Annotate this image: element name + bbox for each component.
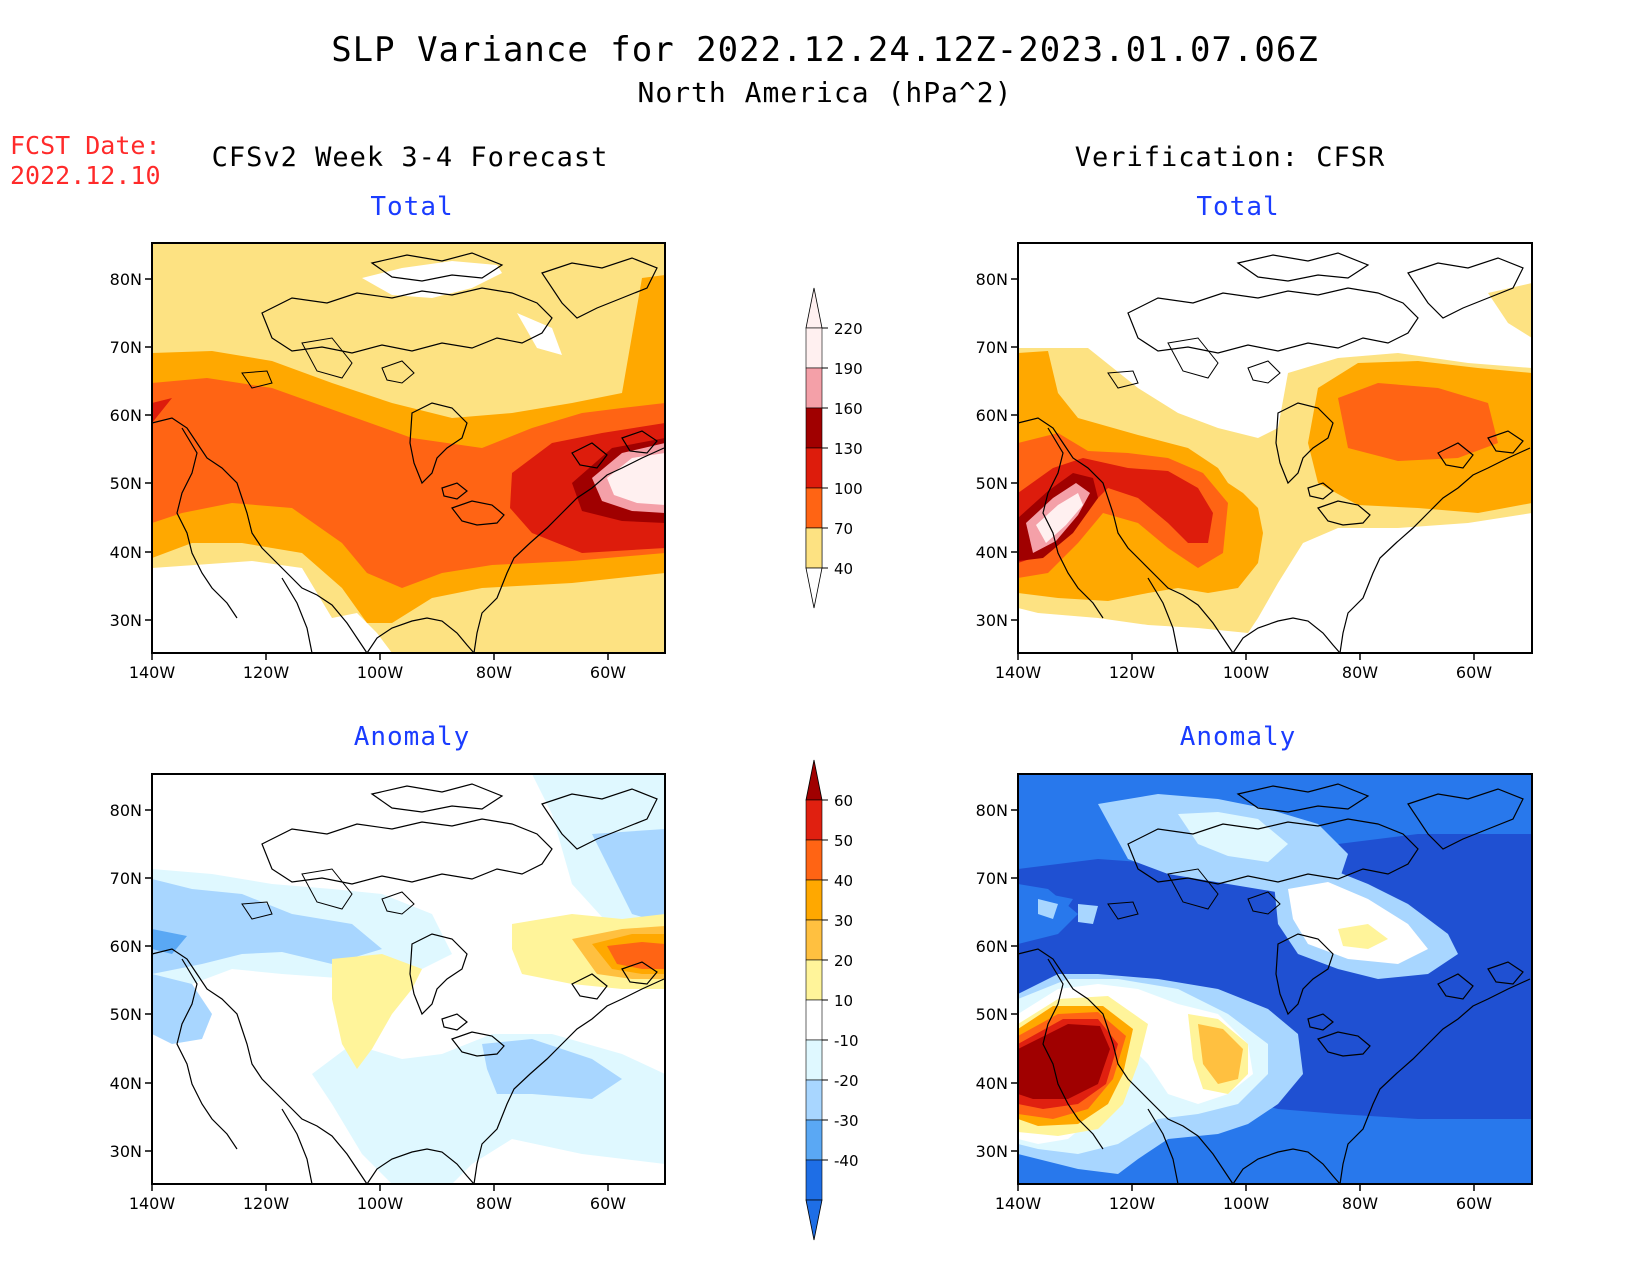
colorbar-box bbox=[805, 919, 823, 961]
lat-label: 30N bbox=[110, 1142, 142, 1161]
colorbar-label: 40 bbox=[834, 560, 853, 578]
colorbar-box bbox=[805, 1079, 823, 1121]
lon-label: 100W bbox=[357, 663, 404, 682]
colorbar-label: 100 bbox=[834, 480, 863, 498]
lat-label: 70N bbox=[110, 869, 142, 888]
lat-label: 80N bbox=[976, 270, 1008, 289]
colorbar-box bbox=[805, 839, 823, 881]
lat-label: 30N bbox=[976, 1142, 1008, 1161]
lon-label: 60W bbox=[590, 1194, 626, 1213]
lon-label: 120W bbox=[243, 1194, 290, 1213]
colorbar-box bbox=[805, 1159, 823, 1201]
lon-label: 120W bbox=[243, 663, 290, 682]
lat-label: 60N bbox=[976, 406, 1008, 425]
colorbar-box bbox=[805, 799, 823, 841]
forecast-anomaly-map bbox=[151, 773, 666, 1185]
main-title: SLP Variance for 2022.12.24.12Z-2023.01.… bbox=[331, 30, 1319, 70]
lon-label: 100W bbox=[1223, 663, 1270, 682]
lat-label: 60N bbox=[976, 937, 1008, 956]
lon-label: 140W bbox=[995, 1194, 1042, 1213]
lon-label: 140W bbox=[129, 1194, 176, 1213]
colorbar-label: 30 bbox=[834, 912, 853, 930]
lon-label: 120W bbox=[1109, 1194, 1156, 1213]
lat-label: 80N bbox=[976, 801, 1008, 820]
colorbar-box bbox=[805, 407, 823, 449]
lat-label: 70N bbox=[110, 338, 142, 357]
verification-total-title: Total bbox=[1196, 192, 1280, 222]
lat-label: 30N bbox=[976, 611, 1008, 630]
colorbar-label: 60 bbox=[834, 792, 853, 810]
verification-total-axis-labels: 80N 70N 60N 50N 40N 30N 140W 120W 100W 8… bbox=[976, 270, 1493, 682]
colorbar-label: 190 bbox=[834, 360, 863, 378]
lat-label: 40N bbox=[110, 1074, 142, 1093]
lat-label: 50N bbox=[110, 474, 142, 493]
colorbar-label: 50 bbox=[834, 832, 853, 850]
lat-label: 80N bbox=[110, 801, 142, 820]
colorbar-label: -20 bbox=[834, 1072, 859, 1090]
lat-label: 70N bbox=[976, 338, 1008, 357]
colorbar-label: 20 bbox=[834, 952, 853, 970]
lon-label: 80W bbox=[1342, 663, 1378, 682]
colorbar-label: 130 bbox=[834, 440, 863, 458]
lon-label: 80W bbox=[476, 663, 512, 682]
forecast-total-title: Total bbox=[370, 192, 454, 222]
colorbar-box bbox=[805, 527, 823, 569]
forecast-total-map bbox=[151, 242, 666, 654]
colorbar-box bbox=[805, 447, 823, 489]
fcst-label: FCST Date: bbox=[10, 131, 161, 160]
lat-label: 60N bbox=[110, 406, 142, 425]
lat-label: 50N bbox=[976, 1005, 1008, 1024]
colorbar-box bbox=[805, 959, 823, 1001]
fcst-date: 2022.12.10 bbox=[10, 161, 161, 190]
lat-label: 60N bbox=[110, 937, 142, 956]
colorbar-box bbox=[805, 1039, 823, 1081]
verification-anomaly-map bbox=[1017, 773, 1533, 1185]
colorbar-box bbox=[805, 1119, 823, 1161]
colorbar-label: 40 bbox=[834, 872, 853, 890]
total-colorbar: 220 190 160 130 100 70 40 bbox=[805, 287, 863, 609]
lat-label: 30N bbox=[110, 611, 142, 630]
lat-label: 80N bbox=[110, 270, 142, 289]
lon-label: 80W bbox=[1342, 1194, 1378, 1213]
lon-label: 100W bbox=[1223, 1194, 1270, 1213]
colorbar-box bbox=[805, 327, 823, 369]
colorbar-label: 160 bbox=[834, 400, 863, 418]
colorbar-box bbox=[805, 879, 823, 921]
lon-label: 140W bbox=[995, 663, 1042, 682]
lat-label: 50N bbox=[976, 474, 1008, 493]
lon-label: 80W bbox=[476, 1194, 512, 1213]
colorbar-label: -10 bbox=[834, 1032, 859, 1050]
main-subtitle: North America (hPa^2) bbox=[637, 76, 1013, 109]
colorbar-label: 220 bbox=[834, 320, 863, 338]
anomaly-colorbar: 60 50 40 30 20 10 -10 -20 -30 -40 bbox=[805, 759, 859, 1241]
colorbar-box bbox=[805, 367, 823, 409]
lon-label: 100W bbox=[357, 1194, 404, 1213]
axis-ticks bbox=[145, 278, 1475, 1191]
lat-label: 40N bbox=[976, 1074, 1008, 1093]
colorbar-box bbox=[805, 999, 823, 1041]
verification-total-map bbox=[1017, 242, 1533, 654]
lon-label: 140W bbox=[129, 663, 176, 682]
lon-label: 60W bbox=[590, 663, 626, 682]
lat-label: 50N bbox=[110, 1005, 142, 1024]
forecast-total-axis-labels: 80N 70N 60N 50N 40N 30N 140W 120W 100W 8… bbox=[110, 270, 627, 682]
lon-label: 120W bbox=[1109, 663, 1156, 682]
lon-label: 60W bbox=[1456, 663, 1492, 682]
colorbar-box bbox=[805, 487, 823, 529]
forecast-anomaly-title: Anomaly bbox=[353, 722, 471, 752]
lon-label: 60W bbox=[1456, 1194, 1492, 1213]
lat-label: 40N bbox=[110, 543, 142, 562]
colorbar-label: 10 bbox=[834, 992, 853, 1010]
colorbar-label: -30 bbox=[834, 1112, 859, 1130]
verification-anomaly-title: Anomaly bbox=[1179, 722, 1297, 752]
verification-column-title: Verification: CFSR bbox=[1074, 142, 1386, 173]
lat-label: 70N bbox=[976, 869, 1008, 888]
forecast-anomaly-axis-labels: 80N 70N 60N 50N 40N 30N 140W 120W 100W 8… bbox=[110, 801, 627, 1213]
verification-anomaly-axis-labels: 80N 70N 60N 50N 40N 30N 140W 120W 100W 8… bbox=[976, 801, 1493, 1213]
lat-label: 40N bbox=[976, 543, 1008, 562]
forecast-column-title: CFSv2 Week 3-4 Forecast bbox=[211, 142, 609, 173]
colorbar-label: -40 bbox=[834, 1152, 859, 1170]
colorbar-label: 70 bbox=[834, 520, 853, 538]
